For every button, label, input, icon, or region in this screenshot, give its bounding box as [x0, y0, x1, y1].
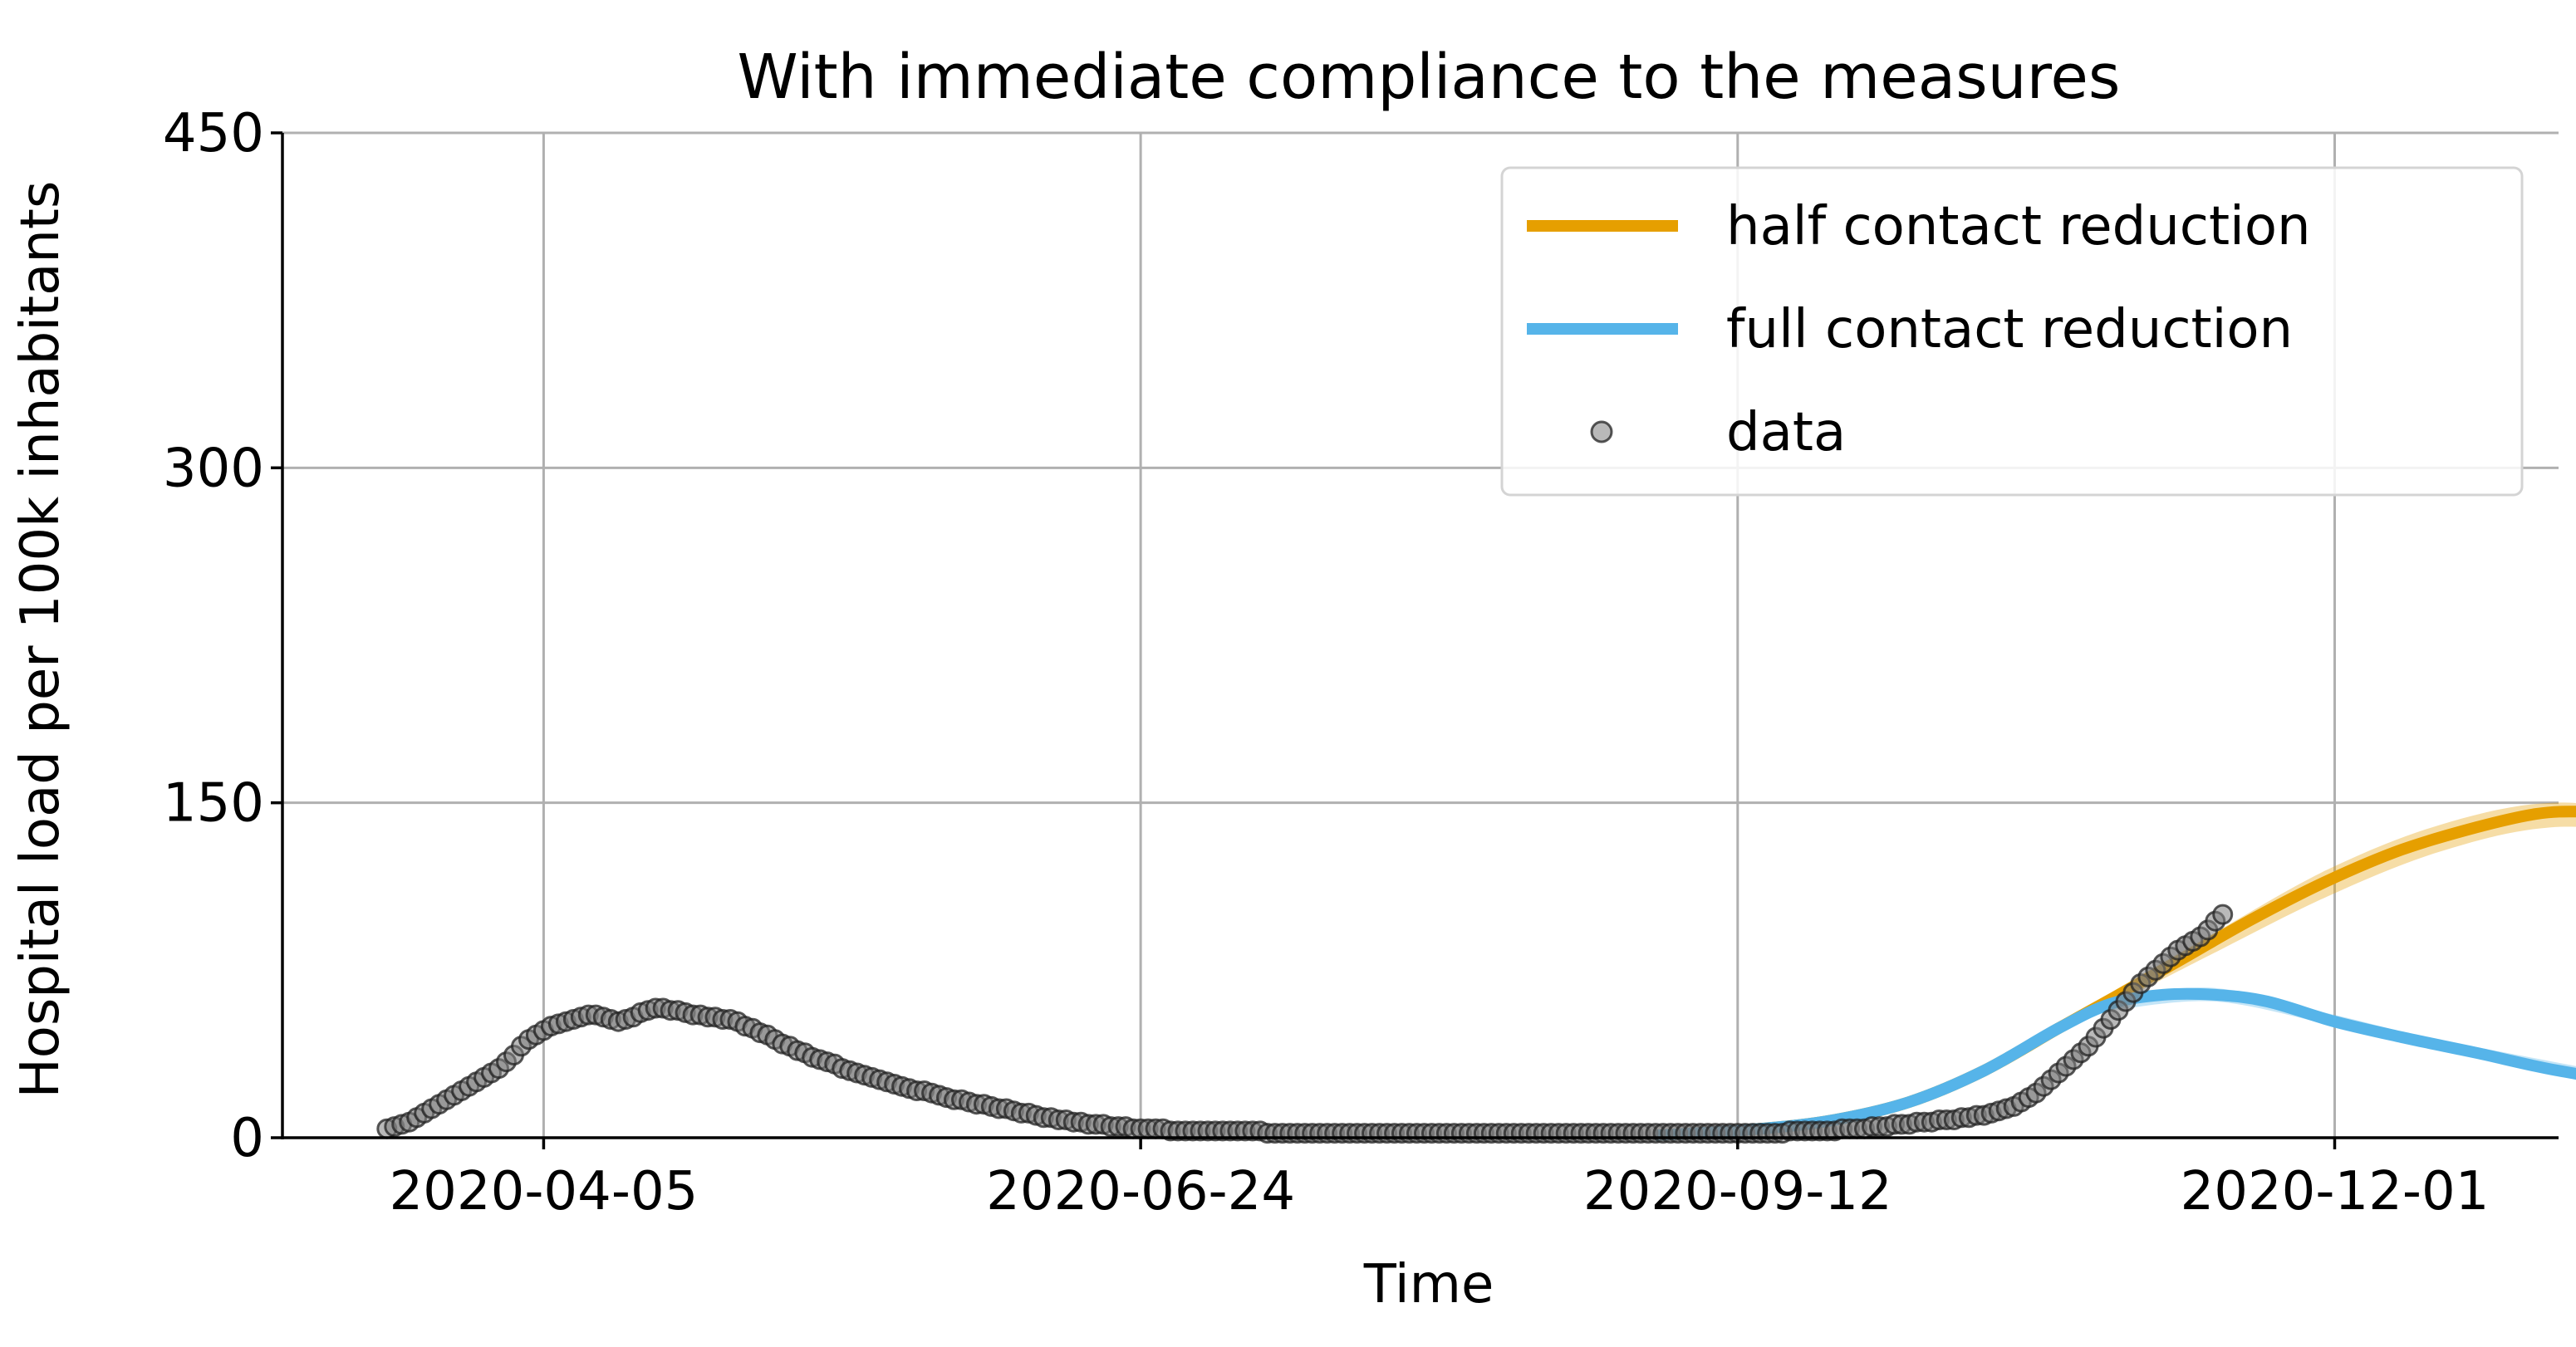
y-tick-label: 0	[230, 1108, 264, 1169]
legend: half contact reduction full contact reduc…	[1500, 166, 2524, 497]
x-tick-label: 2020-09-12	[1583, 1161, 1892, 1222]
y-tick-label: 300	[163, 438, 264, 499]
tick-labels: 0 150 300 450 2020-04-05 2020-06-24 2020-09-12…	[163, 103, 2490, 1222]
x-tick-label: 2020-04-05	[389, 1161, 698, 1222]
axes	[271, 131, 2559, 1149]
y-tick-label: 150	[163, 773, 264, 835]
legend-label: full contact reduction	[1726, 299, 2293, 360]
x-tick-label: 2020-12-01	[2181, 1161, 2490, 1222]
legend-frame	[1500, 166, 2524, 497]
y-tick-label: 450	[163, 103, 264, 164]
y-axis-label: Hospital load per 100k inhabitants	[10, 181, 71, 1099]
chart-title: With immediate compliance to the measure…	[738, 42, 2121, 113]
x-axis-label: Time	[1363, 1254, 1494, 1315]
legend-label: half contact reduction	[1726, 196, 2311, 257]
legend-marker-2	[1590, 420, 1613, 443]
data-point	[2212, 904, 2234, 925]
legend-label: data	[1726, 402, 1846, 463]
series-0-band	[2111, 802, 2576, 1007]
x-tick-label: 2020-06-24	[986, 1161, 1295, 1222]
